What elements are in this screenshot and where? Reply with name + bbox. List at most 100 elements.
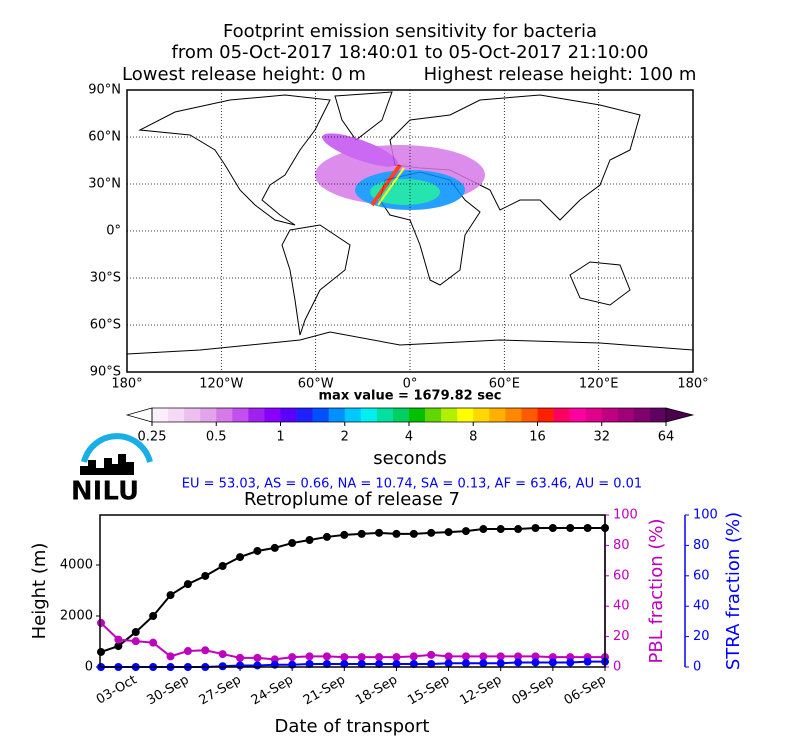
series-point — [340, 653, 349, 662]
x-tick-label: 24-Sep — [249, 673, 296, 709]
colorbar-cell — [200, 408, 217, 422]
series-point — [131, 628, 140, 637]
series-point — [531, 658, 540, 667]
series-point — [218, 650, 227, 659]
series-point — [461, 659, 470, 668]
series-point — [357, 659, 366, 668]
continent — [126, 331, 694, 355]
series-point — [479, 525, 488, 534]
x-tick-label: 30-Sep — [145, 673, 192, 709]
colorbar-cell — [521, 408, 538, 422]
y3-tick-label: 100 — [693, 508, 718, 523]
x-tick-label: 12-Sep — [457, 673, 504, 709]
series-point — [375, 653, 384, 662]
logo-skyline — [80, 454, 134, 475]
logo-text: NILU — [71, 477, 139, 507]
series-point — [253, 653, 262, 662]
colorbar-cell — [441, 408, 458, 422]
series-point — [149, 611, 158, 620]
series-point — [427, 650, 436, 659]
series-point — [409, 652, 418, 661]
series-point — [236, 553, 245, 562]
colorbar-over — [665, 407, 695, 423]
y-tick-label: 0 — [85, 660, 93, 675]
series-point — [201, 646, 210, 655]
continent — [334, 91, 393, 141]
series-point — [514, 658, 523, 667]
y2-tick-label: 100 — [613, 508, 638, 523]
series-point — [340, 659, 349, 668]
logo-arc — [81, 433, 153, 463]
series-point — [218, 562, 227, 571]
colorbar-cell — [633, 408, 651, 422]
colorbar-tick-label: 0.25 — [138, 430, 167, 445]
plume — [315, 133, 485, 210]
plot-frame — [99, 514, 606, 668]
series-point — [97, 647, 105, 656]
colorbar-tick-label: 2 — [341, 430, 349, 445]
series-point — [444, 652, 453, 661]
series-point — [514, 652, 523, 661]
colorbar-cell — [585, 408, 603, 422]
colorbar-cell — [168, 408, 185, 422]
colorbar-under — [125, 407, 153, 423]
max-annotation: max value = 1679.82 sec — [319, 389, 502, 404]
x-tick-label: 15-Sep — [405, 673, 452, 709]
colorbar-tick-label: 0.5 — [206, 430, 227, 445]
x-tick-label: 180° — [677, 377, 708, 392]
y2-axis-label: PBL fraction (%) — [646, 519, 667, 664]
series-point — [444, 528, 453, 537]
colorbar-cell — [537, 408, 554, 422]
x-tick-label: 06-Sep — [562, 673, 609, 709]
x-tick-label: 60°W — [298, 377, 334, 392]
y-tick-label: 60°N — [88, 130, 121, 145]
series-point — [392, 659, 401, 668]
series-line — [100, 622, 605, 661]
series-point — [461, 652, 470, 661]
colorbar-cell — [489, 408, 506, 422]
plume-core — [370, 163, 402, 207]
series-point — [531, 652, 540, 661]
colorbar-cell — [649, 408, 667, 422]
series-point — [201, 571, 210, 580]
series-point — [357, 529, 366, 538]
series-point — [97, 618, 105, 627]
series-point — [288, 539, 297, 548]
colorbar-cell — [617, 408, 635, 422]
series-line — [101, 660, 605, 668]
series-point — [236, 653, 245, 662]
series-point — [253, 546, 262, 555]
series-point — [322, 652, 331, 661]
x-tick-label: 03-Oct — [94, 673, 140, 708]
map-subtitle: Highest release height: 100 m — [424, 64, 697, 85]
plume-core — [377, 167, 405, 206]
x-tick-label: 21-Sep — [301, 673, 348, 709]
map-title: Footprint emission sensitivity for bacte… — [223, 21, 597, 42]
series-point — [322, 659, 331, 668]
x-tick-label: 27-Sep — [197, 673, 244, 709]
colorbar-cell — [505, 408, 522, 422]
series-point — [583, 524, 592, 533]
y3-tick-label: 40 — [693, 599, 710, 614]
colorbar-cell — [280, 408, 297, 422]
map-title: from 05-Oct-2017 18:40:01 to 05-Oct-2017… — [172, 42, 649, 63]
series-point — [114, 642, 123, 651]
series-point — [357, 653, 366, 662]
series-point — [479, 659, 488, 668]
x-tick-label: 120°W — [199, 377, 243, 392]
series-point — [253, 661, 262, 670]
series-point — [218, 662, 227, 671]
series-point — [114, 635, 123, 644]
colorbar-cell — [264, 408, 281, 422]
series-point — [548, 524, 557, 533]
colorbar-cell — [569, 408, 586, 422]
series-point — [427, 659, 436, 668]
y3-tick-label: 20 — [693, 629, 710, 644]
y-tick-label: 90°N — [88, 83, 121, 98]
colorbar-cell — [152, 408, 169, 422]
colorbar-cell — [328, 408, 346, 422]
map-subtitle: Lowest release height: 0 m — [122, 64, 366, 85]
y3-tick-label: 80 — [693, 538, 710, 553]
